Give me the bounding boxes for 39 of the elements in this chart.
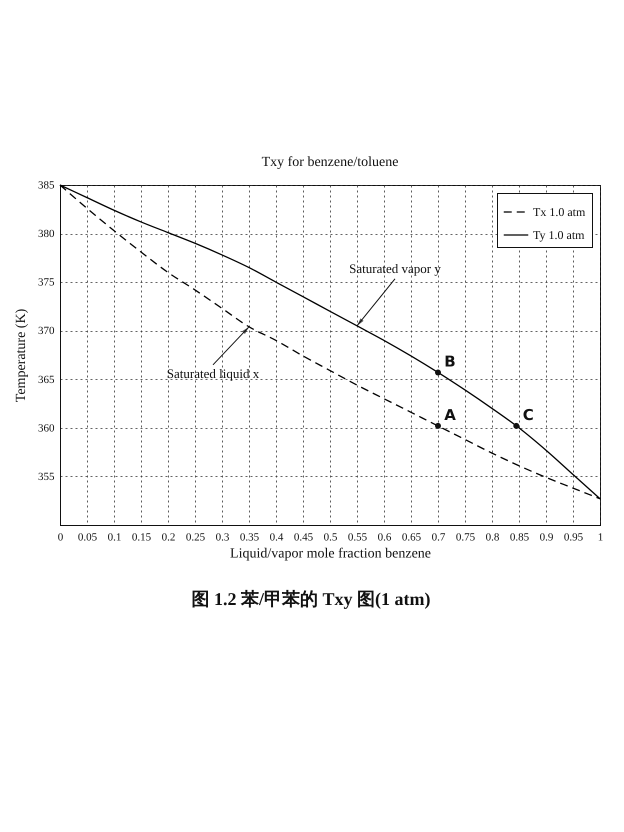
x-tick-label: 0.95 — [564, 532, 584, 544]
x-tick-label: 0.9 — [540, 532, 554, 544]
y-tick-label: 375 — [38, 276, 55, 289]
x-tick-label: 0.25 — [186, 532, 206, 544]
x-tick-label: 0.6 — [378, 532, 392, 544]
x-tick-label: 0.45 — [294, 532, 314, 544]
y-tick-label: 380 — [38, 228, 55, 240]
y-tick-label: 355 — [38, 470, 55, 483]
x-tick-label: 0.05 — [78, 532, 98, 544]
x-tick-label: 0.75 — [456, 532, 476, 544]
annotation: C — [522, 406, 534, 424]
x-tick-label: 0.3 — [216, 532, 230, 544]
x-tick-label: 1 — [598, 532, 604, 544]
x-tick-label: 0.55 — [348, 532, 368, 544]
x-tick-label: 0.7 — [432, 532, 446, 544]
x-tick-label: 0.1 — [108, 532, 122, 544]
annotation: Saturated vapor y — [349, 260, 442, 276]
legend-label: Tx 1.0 atm — [533, 205, 586, 219]
legend-label: Ty 1.0 atm — [533, 228, 586, 242]
x-tick-label: 0.65 — [402, 532, 422, 544]
annotation: A — [444, 406, 456, 424]
annotation: Saturated liquid x — [166, 366, 260, 381]
x-tick-label: 0 — [58, 532, 64, 544]
x-axis-title: Liquid/vapor mole fraction benzene — [230, 546, 431, 562]
x-tick-label: 0.4 — [270, 532, 284, 544]
x-tick-label: 0.8 — [486, 532, 500, 544]
x-tick-label: 0.2 — [162, 532, 176, 544]
y-tick-label: 385 — [38, 180, 55, 192]
x-tick-label: 0.5 — [324, 532, 338, 544]
y-tick-label: 360 — [38, 422, 55, 434]
chart-title: Txy for benzene/toluene — [262, 155, 398, 170]
x-tick-label: 0.15 — [132, 532, 152, 544]
x-tick-label: 0.35 — [240, 532, 260, 544]
y-tick-label: 365 — [38, 374, 55, 386]
annotation: B — [444, 352, 456, 370]
y-tick-label: 370 — [38, 325, 55, 338]
caption: 图 1.2 苯/甲苯的 Txy 图(1 atm) — [190, 588, 432, 611]
y-axis-title: Temperature (K) — [14, 308, 29, 402]
x-tick-label: 0.85 — [510, 532, 530, 544]
